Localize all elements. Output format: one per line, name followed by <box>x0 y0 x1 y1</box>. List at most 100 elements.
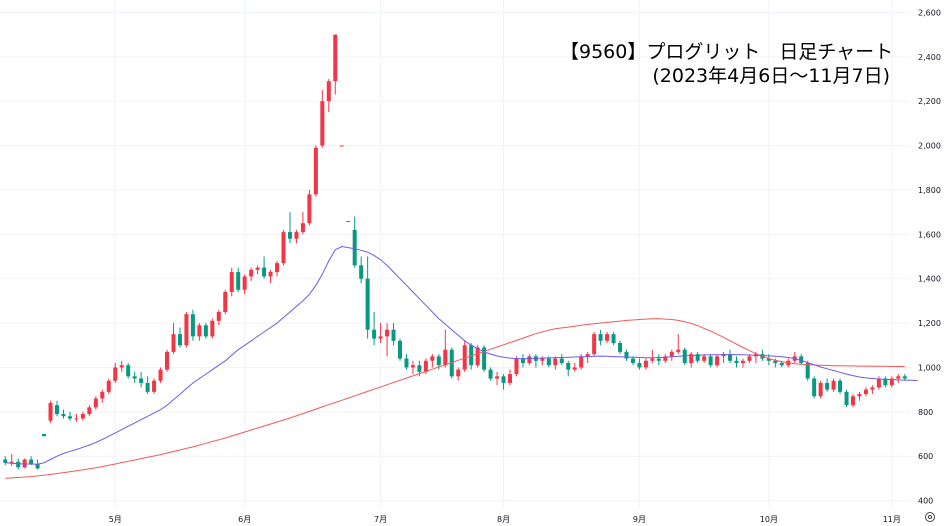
candle <box>287 212 292 244</box>
candle-body <box>236 272 241 290</box>
candle-body <box>605 334 610 341</box>
y-tick-label: 2,400 <box>918 53 941 62</box>
candle <box>740 358 745 368</box>
candle <box>715 354 720 368</box>
candle <box>275 260 280 277</box>
long-moving-average-line <box>5 318 905 479</box>
candle <box>9 453 14 467</box>
candle <box>805 360 810 381</box>
candle-body <box>242 276 247 290</box>
candle <box>74 414 79 422</box>
candle <box>100 389 105 403</box>
moving-average-lines <box>5 245 918 479</box>
candle-body <box>119 365 124 368</box>
candle-body <box>61 414 66 417</box>
candle-body <box>728 354 733 361</box>
candle-body <box>650 358 655 361</box>
candle-body <box>339 145 344 147</box>
candle-body <box>566 363 571 370</box>
grid-lines <box>0 0 910 508</box>
candle <box>255 265 260 275</box>
candle-body <box>190 314 195 337</box>
candle-body <box>184 314 189 346</box>
candle-body <box>520 358 525 363</box>
candle <box>326 79 331 113</box>
candle-body <box>773 360 778 363</box>
candle-body <box>300 223 305 233</box>
candle <box>184 311 189 348</box>
candle-body <box>80 414 85 419</box>
candle-body <box>223 292 228 312</box>
candle-body <box>896 376 901 379</box>
candle-body <box>229 272 234 292</box>
candle-body <box>876 378 881 388</box>
candle-body <box>255 267 260 270</box>
candle-body <box>482 347 487 370</box>
x-tick-label: 5月 <box>109 515 122 524</box>
candle-body <box>630 358 635 363</box>
candle-body <box>902 376 907 379</box>
candle <box>630 356 635 366</box>
candle <box>883 376 888 388</box>
candle-body <box>501 376 506 383</box>
candle <box>527 354 532 366</box>
candle <box>844 389 849 408</box>
candle-body <box>326 81 331 102</box>
candle-body <box>29 459 34 464</box>
candle <box>139 371 144 388</box>
candle <box>482 345 487 372</box>
candle <box>190 309 195 341</box>
candle-body <box>883 378 888 386</box>
candle-body <box>294 232 299 239</box>
candle-body <box>618 343 623 352</box>
candle-body <box>423 360 428 372</box>
candle-body <box>831 380 836 390</box>
candle-body <box>48 402 53 421</box>
candle-body <box>850 396 855 406</box>
candle-body <box>805 363 810 379</box>
candle-body <box>676 349 681 352</box>
x-tick-label: 9月 <box>633 515 646 524</box>
candle <box>850 394 855 408</box>
candle <box>365 256 370 339</box>
candle-body <box>372 329 377 339</box>
candle <box>566 360 571 377</box>
candle-body <box>553 358 558 366</box>
candle-body <box>152 380 157 392</box>
candle <box>307 189 312 226</box>
candle <box>643 358 648 370</box>
candle-body <box>365 278 370 330</box>
candle-body <box>715 356 720 366</box>
candle <box>495 371 500 386</box>
candle <box>281 229 286 266</box>
candle <box>378 323 383 344</box>
x-axis: 5月 6月 7月 8月 9月 10月 11月 <box>109 515 901 524</box>
candle-body <box>779 363 784 366</box>
candle <box>385 323 390 357</box>
x-tick-label: 6月 <box>238 515 251 524</box>
candle-body <box>9 461 14 463</box>
candle <box>346 221 351 222</box>
candle-body <box>488 369 493 379</box>
candle-body <box>708 356 713 366</box>
candle-body <box>430 356 435 361</box>
candle <box>294 229 299 244</box>
y-tick-label: 800 <box>918 408 933 417</box>
candle <box>456 367 461 381</box>
candle-body <box>857 394 862 397</box>
candle <box>792 351 797 363</box>
y-axis: 400 600 800 1,000 1,200 1,400 1,600 1,800 2,000 2… <box>918 8 941 505</box>
candle-body <box>514 358 519 375</box>
candle-body <box>766 358 771 361</box>
candle-body <box>210 320 215 337</box>
candle-body <box>391 329 396 341</box>
candle <box>572 363 577 372</box>
candle <box>624 349 629 361</box>
x-tick-label: 10月 <box>760 515 778 524</box>
candle <box>676 334 681 355</box>
gear-icon[interactable] <box>925 512 935 522</box>
candle-body <box>126 365 131 377</box>
candle <box>42 434 47 437</box>
candle <box>559 354 564 366</box>
candle <box>410 360 415 375</box>
